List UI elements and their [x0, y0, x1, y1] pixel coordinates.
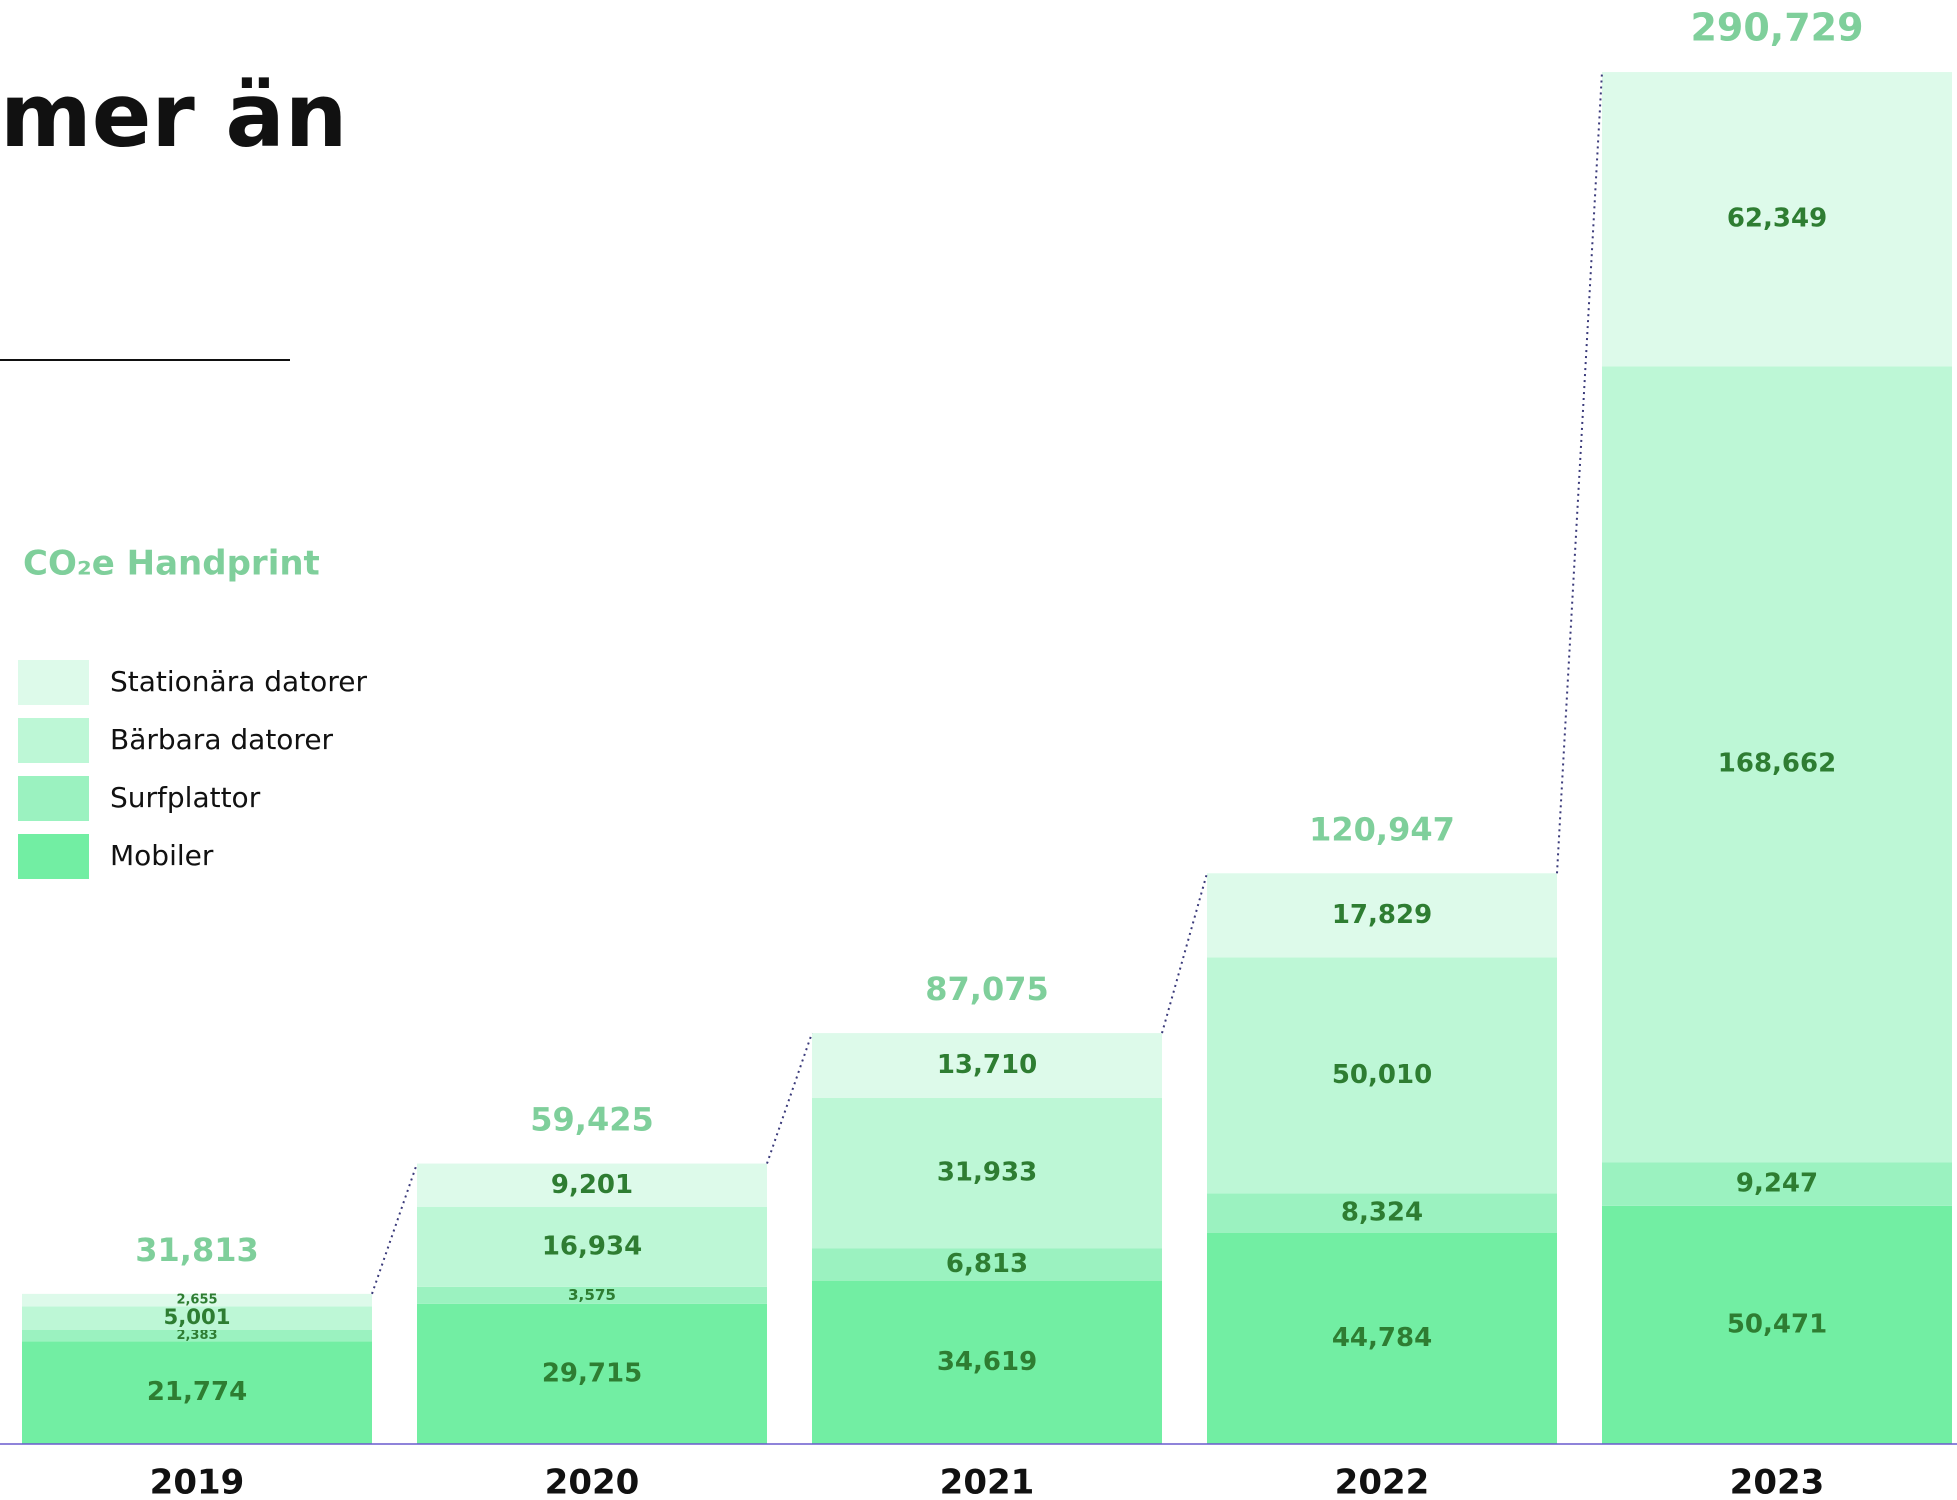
connector — [1556, 72, 1603, 874]
value-label: 5,001 — [163, 1305, 230, 1330]
total-label: 87,075 — [925, 970, 1048, 1008]
x-tick-label: 2019 — [150, 1463, 245, 1500]
value-label: 9,201 — [551, 1170, 633, 1200]
bar-segment — [417, 1303, 767, 1444]
bar-segment — [812, 1280, 1162, 1444]
bar-segment — [417, 1206, 767, 1287]
value-label: 2,383 — [176, 1328, 217, 1343]
connector — [766, 1032, 813, 1164]
value-label: 16,934 — [542, 1231, 642, 1261]
legend-swatch — [18, 660, 89, 705]
legend-title: CO₂e Handprint — [23, 544, 320, 584]
value-label: 62,349 — [1727, 204, 1827, 234]
bar-segment — [22, 1330, 372, 1342]
value-label: 34,619 — [937, 1347, 1037, 1377]
bar-segment — [22, 1306, 372, 1331]
bar-segment — [812, 1097, 1162, 1249]
bar-segment — [1207, 1193, 1557, 1233]
bar-segment — [812, 1248, 1162, 1281]
legend-label: Bärbara datorer — [110, 723, 334, 756]
bar-segment — [1602, 1162, 1952, 1206]
value-label: 29,715 — [542, 1358, 642, 1388]
value-label: 168,662 — [1718, 749, 1836, 779]
value-label: 3,575 — [568, 1286, 616, 1304]
legend-swatch — [18, 718, 89, 763]
value-label: 6,813 — [946, 1249, 1028, 1279]
bar-segment — [1602, 72, 1952, 367]
value-label: 8,324 — [1341, 1198, 1423, 1228]
bar-segment — [417, 1163, 767, 1207]
x-tick-label: 2021 — [940, 1463, 1035, 1500]
value-label: 17,829 — [1332, 900, 1432, 930]
value-label: 21,774 — [147, 1377, 247, 1407]
chart-title: mer än — [0, 64, 347, 167]
bar-segment — [1602, 366, 1952, 1163]
bar-segment — [1602, 1205, 1952, 1444]
x-tick-label: 2023 — [1730, 1463, 1825, 1500]
legend-swatch — [18, 834, 89, 879]
total-label: 59,425 — [530, 1101, 653, 1139]
total-label: 120,947 — [1309, 810, 1455, 848]
x-tick-label: 2022 — [1335, 1463, 1430, 1500]
bar-segment — [1207, 957, 1557, 1194]
legend-label: Mobiler — [110, 839, 214, 872]
bar-segment — [22, 1293, 372, 1307]
value-label: 44,784 — [1332, 1323, 1432, 1353]
bar-segment — [22, 1341, 372, 1444]
value-label: 50,010 — [1332, 1060, 1432, 1090]
legend-swatch — [18, 776, 89, 821]
value-label: 9,247 — [1736, 1169, 1818, 1199]
bar-segment — [1207, 1232, 1557, 1444]
bar-segment — [812, 1033, 1162, 1098]
total-label: 31,813 — [135, 1231, 258, 1269]
bar-segment — [1207, 873, 1557, 958]
value-label: 13,710 — [937, 1050, 1037, 1080]
total-label: 290,729 — [1690, 6, 1863, 50]
legend-label: Stationära datorer — [110, 665, 367, 698]
connector — [1161, 872, 1208, 1034]
value-label: 31,933 — [937, 1158, 1037, 1188]
connector — [371, 1163, 418, 1295]
legend-label: Surfplattor — [110, 781, 261, 814]
value-label: 2,655 — [176, 1293, 217, 1308]
bar-segment — [417, 1286, 767, 1304]
value-label: 50,471 — [1727, 1309, 1827, 1339]
x-tick-label: 2020 — [545, 1463, 640, 1500]
